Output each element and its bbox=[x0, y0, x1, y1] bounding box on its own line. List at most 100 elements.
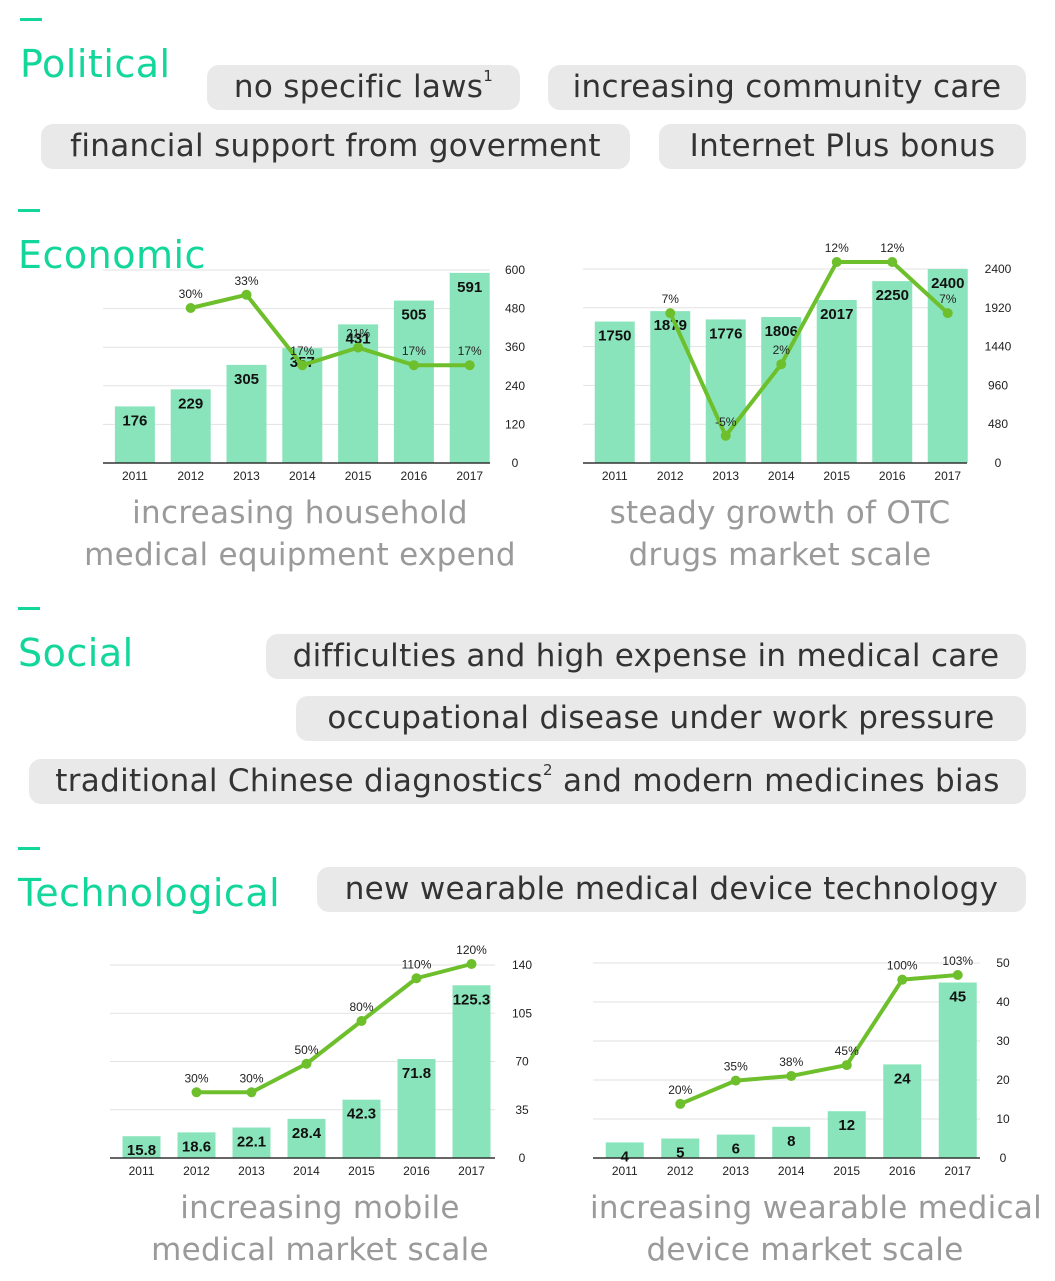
growth-line bbox=[679, 973, 958, 1106]
x-tick-label: 2013 bbox=[722, 1164, 749, 1178]
x-tick-label: 2017 bbox=[944, 1164, 971, 1178]
bar bbox=[232, 1127, 271, 1158]
x-tick-label: 2015 bbox=[348, 1164, 375, 1178]
bar-value-label: 1750 bbox=[598, 328, 631, 345]
x-tick-label: 2016 bbox=[889, 1164, 916, 1178]
growth-line bbox=[196, 962, 473, 1095]
bar bbox=[661, 1138, 700, 1158]
growth-label: 20% bbox=[668, 1083, 692, 1097]
growth-point bbox=[786, 1070, 797, 1081]
y-tick-label: 480 bbox=[988, 417, 1008, 431]
otc-market-chart: 0 480 960 1440 1920 2400 2011 2012 2013 2014 2015 2… bbox=[583, 241, 1012, 483]
bar bbox=[170, 389, 211, 463]
growth-label: 30% bbox=[184, 1071, 208, 1085]
section-dash bbox=[18, 607, 40, 610]
y-tick-label: 50 bbox=[996, 956, 1010, 970]
caption-mobile-medical: increasing mobile medical market scale bbox=[151, 1190, 489, 1268]
growth-point bbox=[356, 1016, 367, 1026]
y-tick-label: 360 bbox=[505, 340, 525, 354]
bar bbox=[605, 1142, 644, 1158]
household-expend-chart: 0 120 240 360 480 600 2011 2012 2013 2014 2015 2016… bbox=[103, 263, 525, 483]
pill-medical-care-expense: difficulties and high expense in medical… bbox=[266, 634, 1026, 679]
pill-internet-plus: Internet Plus bonus bbox=[659, 124, 1026, 169]
caption-household-expend: increasing household medical equipment ex… bbox=[84, 495, 516, 573]
growth-point bbox=[831, 257, 842, 267]
bar bbox=[342, 1099, 381, 1158]
x-tick-label: 2014 bbox=[293, 1164, 320, 1178]
y-tick-label: 0 bbox=[995, 456, 1002, 470]
growth-point bbox=[297, 360, 308, 371]
growth-point bbox=[301, 1058, 312, 1069]
y-tick-label: 40 bbox=[996, 995, 1010, 1009]
y-tick-label: 0 bbox=[519, 1151, 526, 1165]
bar bbox=[177, 1132, 216, 1158]
x-tick-label: 2015 bbox=[823, 469, 850, 483]
economic-heading: Economic bbox=[18, 233, 206, 277]
y-tick-label: 480 bbox=[505, 302, 525, 316]
section-dash bbox=[18, 209, 40, 212]
growth-point bbox=[464, 360, 475, 371]
x-tick-label: 2014 bbox=[768, 469, 795, 483]
growth-label: 33% bbox=[234, 274, 258, 288]
bar-value-label: 18.6 bbox=[182, 1138, 211, 1155]
growth-point bbox=[952, 970, 963, 980]
bar bbox=[397, 1059, 436, 1158]
bar-value-label: 125.3 bbox=[453, 991, 491, 1008]
bar-value-label: 1776 bbox=[709, 325, 742, 342]
y-tick-label: 1440 bbox=[985, 340, 1012, 354]
bar bbox=[393, 300, 434, 463]
x-tick-label: 2014 bbox=[289, 469, 316, 483]
y-tick-label: 240 bbox=[505, 379, 525, 393]
pill-financial-support: financial support from goverment bbox=[41, 124, 630, 169]
growth-point bbox=[720, 430, 731, 441]
bar-value-label: 24 bbox=[894, 1070, 911, 1087]
growth-label: 45% bbox=[835, 1044, 859, 1058]
growth-label: 12% bbox=[880, 241, 904, 255]
bar-value-label: 1806 bbox=[765, 323, 798, 340]
growth-label: 12% bbox=[825, 241, 849, 255]
pill-occupational-disease: occupational disease under work pressure bbox=[296, 696, 1026, 741]
y-tick-label: 600 bbox=[505, 263, 525, 277]
bar-value-label: 2017 bbox=[820, 306, 853, 323]
political-heading: Political bbox=[20, 42, 171, 86]
bar-value-label: 22.1 bbox=[237, 1134, 266, 1151]
section-dash bbox=[18, 847, 40, 850]
growth-label: 100% bbox=[887, 959, 918, 973]
pill-no-specific-laws: no specific laws1 bbox=[207, 65, 520, 110]
growth-point bbox=[665, 308, 676, 319]
wearable-device-chart: 0 10 20 30 40 50 2011 2012 2013 2014 2015 2016 2017 4… bbox=[593, 954, 1010, 1178]
bar bbox=[114, 406, 155, 463]
x-tick-label: 2017 bbox=[934, 469, 961, 483]
y-tick-label: 2400 bbox=[985, 262, 1012, 276]
growth-label: 80% bbox=[349, 1000, 373, 1014]
bar bbox=[716, 1134, 755, 1158]
x-tick-label: 2012 bbox=[667, 1164, 694, 1178]
bar bbox=[226, 364, 267, 463]
caption-otc-market: steady growth of OTC drugs market scale bbox=[609, 495, 951, 573]
bar-value-label: 8 bbox=[787, 1133, 795, 1150]
growth-point bbox=[730, 1075, 741, 1086]
y-tick-label: 10 bbox=[996, 1112, 1010, 1126]
growth-label: 7% bbox=[662, 292, 680, 306]
bar-value-label: 229 bbox=[178, 395, 203, 412]
pill-wearable-technology: new wearable medical device technology bbox=[317, 867, 1026, 912]
bar bbox=[452, 985, 491, 1158]
y-tick-label: 0 bbox=[512, 456, 519, 470]
x-tick-label: 2013 bbox=[712, 469, 739, 483]
bar bbox=[816, 299, 857, 463]
growth-point bbox=[191, 1087, 202, 1098]
bar-value-label: 591 bbox=[457, 279, 482, 296]
bar-value-label: 42.3 bbox=[347, 1106, 376, 1123]
growth-point bbox=[246, 1087, 257, 1098]
section-dash bbox=[20, 18, 42, 21]
bar-value-label: 15.8 bbox=[127, 1142, 156, 1159]
x-tick-label: 2012 bbox=[657, 469, 684, 483]
growth-point bbox=[411, 973, 422, 984]
growth-line bbox=[190, 292, 470, 368]
growth-label: 120% bbox=[456, 943, 487, 957]
y-tick-label: 1920 bbox=[985, 301, 1012, 315]
bar-value-label: 1879 bbox=[654, 317, 687, 334]
bar bbox=[883, 1064, 922, 1158]
growth-point bbox=[942, 308, 953, 319]
bar-value-label: 176 bbox=[122, 412, 147, 429]
